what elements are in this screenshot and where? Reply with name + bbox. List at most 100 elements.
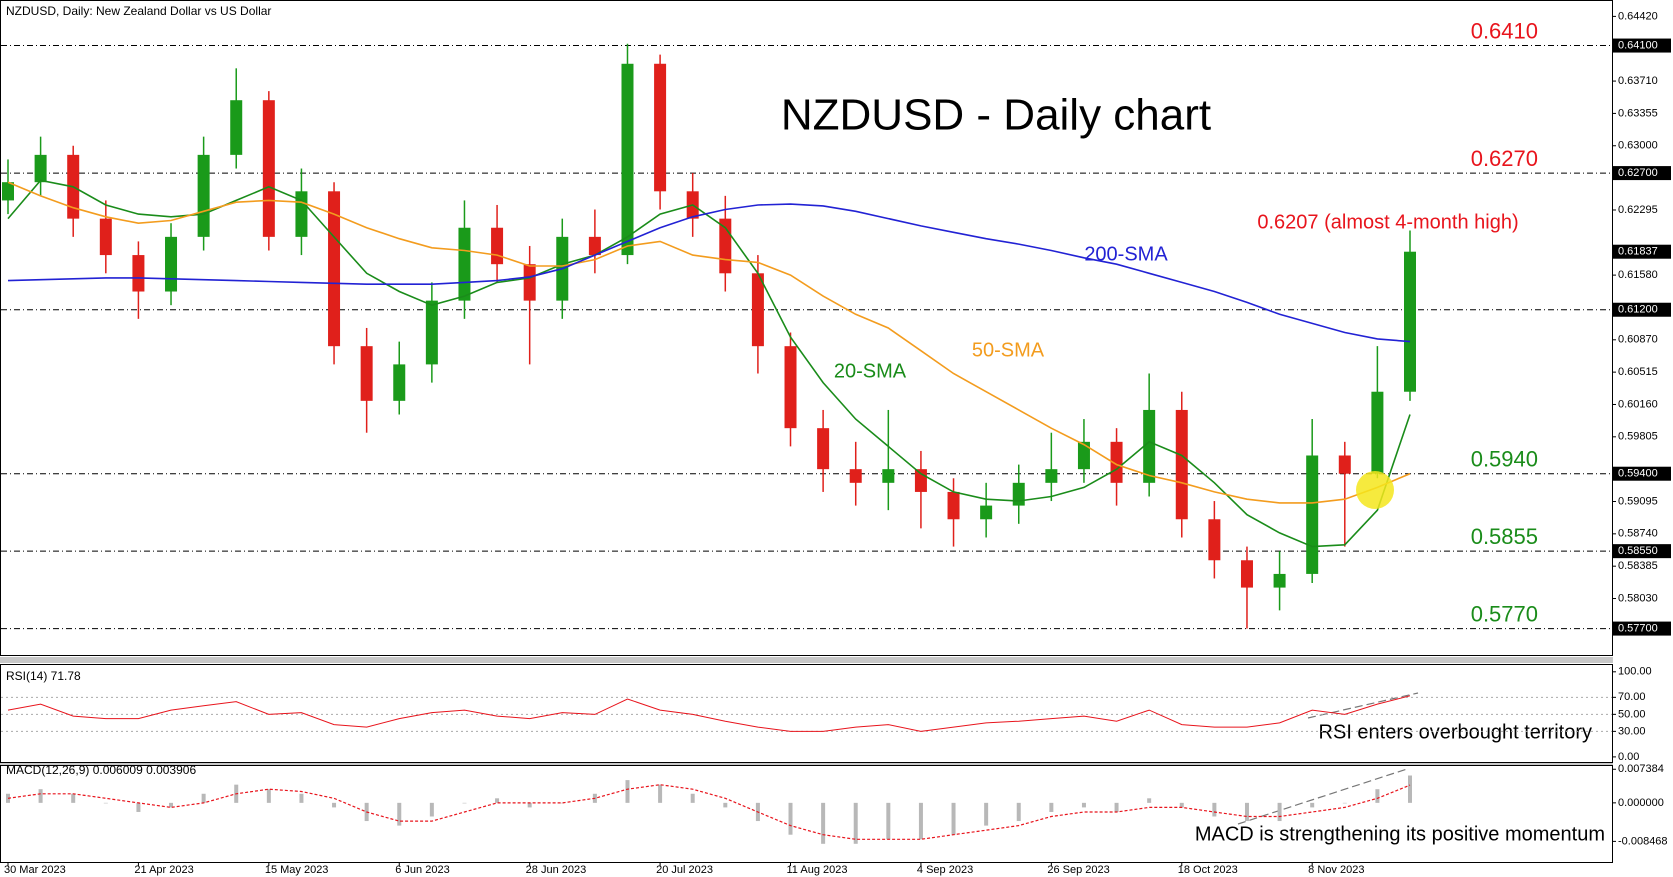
macd-bar [1016,802,1021,822]
macd-bar [462,802,467,804]
macd-bar [103,802,108,804]
candle-body [425,300,438,365]
level-annotation: 0.6270 [1471,146,1538,171]
level-label: 0.62700 [1618,167,1658,179]
macd-bar [495,798,500,803]
x-tick-label: 21 Apr 2023 [134,864,193,876]
candle-body [654,63,667,192]
macd-bar [201,793,206,803]
macd-bar [690,793,695,803]
crossover-highlight [1356,471,1394,509]
panel-separator [0,657,1613,663]
rsi-tick-label: 0.00 [1618,751,1639,763]
candle-body [947,491,960,520]
candle-body [784,346,797,429]
level-annotation: 0.5770 [1471,601,1538,626]
macd-bar [984,802,989,826]
y-tick-label: 0.58740 [1618,528,1658,540]
macd-bar [1081,802,1086,808]
macd-bar [299,793,304,803]
main-panel-frame [0,0,1613,656]
x-tick-label: 26 Sep 2023 [1047,864,1109,876]
candle-body [914,469,927,492]
level-box [1613,302,1671,317]
macd-bar [266,789,271,803]
macd-bar [918,802,923,840]
y-tick-label: 0.63710 [1618,75,1658,87]
macd-bar [1049,802,1054,812]
level-label: 0.58550 [1618,545,1658,557]
level-annotation: 0.6410 [1471,18,1538,43]
sma-line [7,181,1411,504]
x-tick-label: 18 Oct 2023 [1178,864,1238,876]
candle-body [1045,469,1058,483]
level-annotation: 0.5940 [1471,447,1538,472]
candle-body [99,218,112,256]
sma-line [7,203,1411,343]
macd-bar [1310,802,1315,808]
x-tick-label: 6 Jun 2023 [395,864,449,876]
y-tick-label: 0.58030 [1618,592,1658,604]
level-box [1613,466,1671,481]
macd-bar [1147,798,1152,803]
macd-tick-label: -0.008468 [1618,835,1668,847]
level-label: 0.64100 [1618,39,1658,51]
macd-annotation: MACD is strengthening its positive momen… [1195,823,1605,845]
candle-body [132,255,145,292]
candle-body [523,264,536,301]
candle-body [1273,573,1286,588]
macd-bar [169,802,174,808]
sma-label: 200-SMA [1084,243,1168,265]
macd-bar [1179,802,1184,808]
y-tick-label: 0.63355 [1618,107,1658,119]
macd-bar [1277,802,1282,822]
candle-body [491,227,504,265]
candle-body [1404,251,1416,392]
sma-label: 20-SMA [834,360,907,382]
candle-body [458,227,471,301]
rsi-tick-label: 100.00 [1618,666,1652,678]
macd-bar [723,802,728,808]
macd-bar [429,802,434,817]
candle-body [1208,519,1221,561]
level-label: 0.57700 [1618,622,1658,634]
y-tick-label: 0.58385 [1618,560,1658,572]
candle-body [1110,441,1123,483]
macd-bar [658,784,663,803]
last-price-box [1613,244,1671,259]
macd-label: MACD(12,26,9) 0.006009 0.003906 [6,763,196,777]
macd-tick-label: 0.007384 [1618,763,1664,775]
candle-body [1338,455,1351,474]
macd-bar [527,802,532,808]
candle-body [230,100,243,155]
macd-bar [951,802,956,835]
x-tick-label: 4 Sep 2023 [917,864,973,876]
macd-signal-line [7,784,1411,840]
rsi-tick-label: 30.00 [1618,725,1646,737]
y-tick-label: 0.62295 [1618,204,1658,216]
candle-body [1077,441,1090,470]
macd-bar [136,802,141,812]
level-label: 0.59400 [1618,468,1658,480]
level-label: 0.61200 [1618,304,1658,316]
candle-body [2,182,14,201]
x-tick-label: 20 Jul 2023 [656,864,713,876]
candle-body [1175,409,1188,520]
candle-body [328,191,341,347]
level-annotation: 0.5855 [1471,524,1538,549]
macd-bar [625,780,630,803]
macd-bar [1244,802,1249,822]
rsi-tick-label: 50.00 [1618,708,1646,720]
macd-bar [560,802,565,804]
macd-bar [332,802,337,808]
panel-separator [0,763,1613,765]
macd-trendline [1237,768,1408,825]
y-tick-label: 0.60160 [1618,398,1658,410]
macd-bar [886,802,891,840]
candle-body [980,505,993,520]
macd-bar [1408,775,1412,803]
macd-panel-frame [0,765,1613,863]
macd-bar [1375,789,1380,803]
